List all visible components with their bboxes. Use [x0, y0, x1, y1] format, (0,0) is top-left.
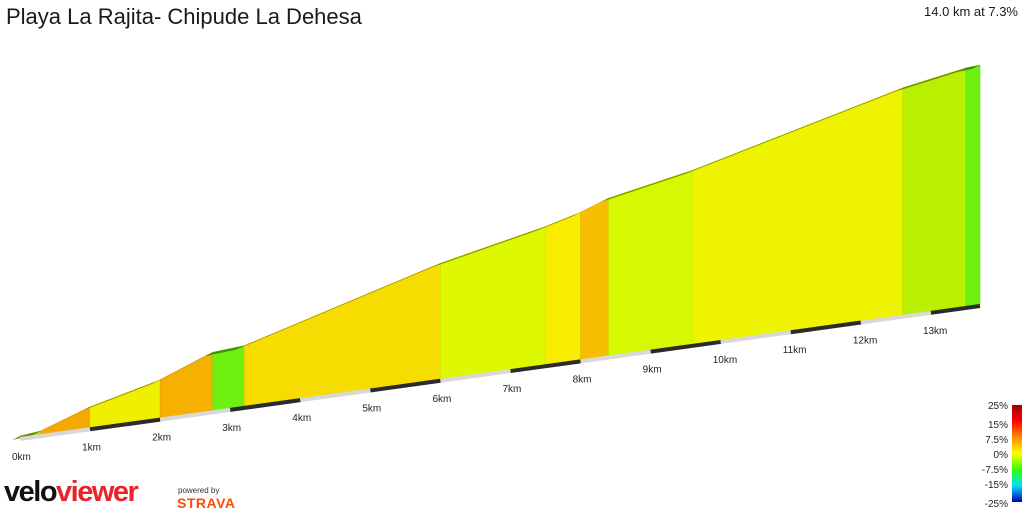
gradient-segment	[965, 64, 981, 308]
x-tick-label: 4km	[292, 413, 311, 424]
segment-ridge	[432, 226, 546, 268]
segment-ridge	[12, 430, 42, 440]
color-scale-label: -7.5%	[982, 465, 1008, 476]
color-scale-label: 15%	[988, 420, 1008, 431]
segment-ridge	[572, 198, 609, 217]
x-tick-label: 5km	[362, 403, 381, 414]
axis-km-band	[720, 330, 792, 344]
x-tick-label: 12km	[853, 336, 877, 347]
segment-ridge	[600, 170, 693, 203]
color-scale-label: -15%	[985, 480, 1008, 491]
axis-km-band	[89, 417, 161, 432]
gradient-segment	[692, 87, 904, 346]
gradient-segment	[902, 67, 967, 317]
axis-km-band	[19, 427, 91, 441]
gradient-segment	[608, 169, 694, 357]
route-summary: 14.0 km at 7.3%	[924, 4, 1018, 19]
x-tick-label: 10km	[713, 355, 737, 366]
segment-ridge	[957, 65, 980, 72]
strava-logo: STRAVA	[177, 495, 236, 511]
x-tick-label: 9km	[643, 365, 662, 376]
axis-km-band	[930, 304, 981, 315]
x-tick-label: 11km	[783, 345, 807, 356]
x-tick-label: 0km	[12, 452, 31, 463]
gradient-segment	[440, 226, 546, 381]
powered-by-label: powered by	[178, 486, 220, 495]
axis-km-band	[650, 339, 722, 354]
color-scale-label: 25%	[988, 401, 1008, 412]
gradient-segment	[545, 211, 581, 366]
segment-ridge	[894, 67, 966, 92]
x-tick-label: 13km	[923, 326, 947, 337]
axis-km-band	[370, 378, 441, 393]
segment-ridge	[204, 345, 245, 357]
axis-km-band	[229, 398, 301, 412]
axis-km-band	[510, 359, 581, 374]
gradient-segment	[212, 345, 245, 412]
color-scale-label: 7.5%	[985, 435, 1008, 446]
segment-ridge	[152, 352, 213, 384]
x-tick-label: 3km	[222, 423, 241, 434]
x-tick-label: 7km	[503, 384, 522, 395]
gradient-color-scale: 25% 15% 7.5% 0% -7.5% -15% -25%	[982, 401, 1022, 510]
axis-km-band	[790, 320, 862, 335]
color-scale-label: -25%	[985, 499, 1008, 510]
segment-ridge	[236, 263, 441, 350]
x-tick-label: 8km	[573, 374, 592, 385]
veloviewer-logo: veloviewer	[4, 476, 139, 508]
profile-segments	[12, 64, 981, 440]
chart-title: Playa La Rajita- Chipude La Dehesa	[6, 4, 362, 29]
gradient-segment	[159, 351, 214, 419]
gradient-segment	[580, 197, 609, 361]
x-tick-label: 1km	[82, 442, 101, 453]
color-scale-label: 0%	[994, 450, 1009, 461]
x-tick-label: 2km	[152, 433, 171, 444]
axis-km-band	[860, 310, 932, 325]
segment-ridge	[33, 406, 91, 435]
axis-km-band	[580, 349, 651, 364]
color-scale-bar	[1012, 405, 1022, 502]
axis-km-band	[159, 407, 231, 422]
segment-ridge	[82, 379, 161, 411]
distance-axis	[19, 304, 981, 441]
axis-km-band	[440, 369, 511, 383]
x-tick-label: 6km	[432, 394, 451, 405]
segment-ridge	[537, 212, 581, 231]
axis-km-band	[300, 388, 371, 403]
distance-tick-labels: 0km 1km 2km 3km 4km 5km 6km 7km 8km 9km 10km 11km 12…	[12, 326, 947, 463]
segment-ridge	[684, 87, 903, 175]
